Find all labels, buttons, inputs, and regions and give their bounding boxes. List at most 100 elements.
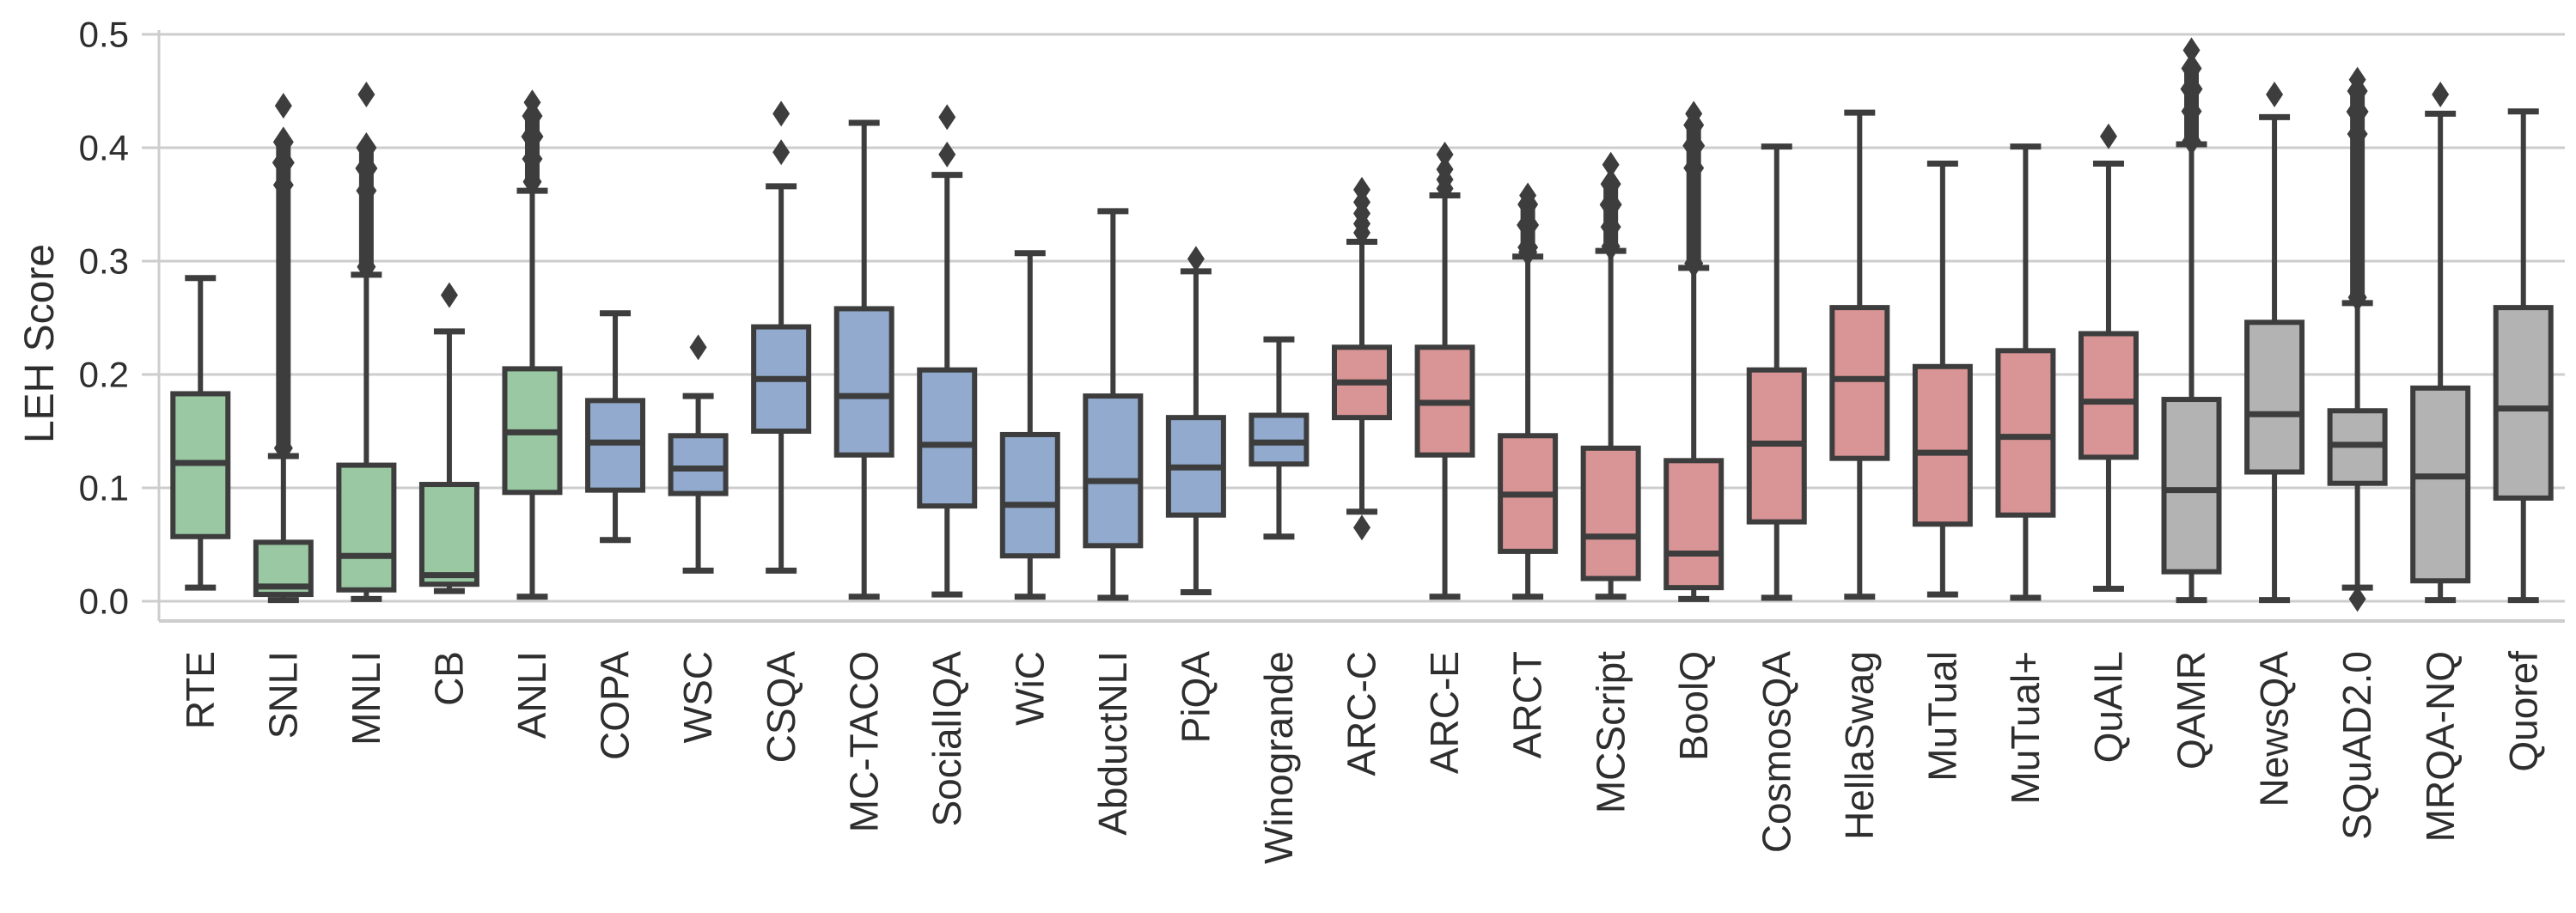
box-SocialIQA — [917, 104, 978, 598]
dense-outlier-bottom-taper — [357, 252, 376, 282]
box-SNLI — [253, 93, 314, 604]
dense-outlier-bottom-taper — [1518, 237, 1538, 267]
outlier-0 — [523, 89, 541, 116]
dense-outlier-bottom-taper — [1684, 248, 1704, 278]
box-QuAIL — [2078, 123, 2139, 592]
xtick-label-HellaSwag: HellaSwag — [1837, 651, 1882, 840]
dense-outlier-top2 — [2180, 72, 2203, 106]
ytick-label-0.5: 0.5 — [79, 15, 129, 55]
outlier-0 — [274, 93, 292, 119]
dense-outlier-top3 — [1683, 153, 1705, 183]
outlier-2 — [1436, 156, 1454, 183]
iqr-box — [917, 367, 978, 509]
xtick-label-NewsQA: NewsQA — [2252, 651, 2297, 807]
box-NewsQA — [2244, 81, 2305, 604]
xtick-label-MNLI: MNLI — [344, 651, 388, 746]
xtick-label-Winogrande: Winogrande — [1256, 651, 1301, 864]
dense-outlier-top3 — [2181, 96, 2202, 126]
box-MC-TACO — [833, 119, 894, 600]
dense-outlier-top2 — [1599, 188, 1622, 222]
box-Winogrande — [1248, 336, 1309, 540]
dense-outlier-bottom-taper — [2347, 283, 2367, 313]
dense-outlier-top2 — [521, 120, 544, 154]
dense-outlier-top — [1600, 168, 1621, 200]
dense-outlier-top3 — [522, 144, 543, 174]
outlier-0 — [772, 139, 791, 166]
xtick-label-WSC: WSC — [675, 651, 720, 743]
iqr-box — [1829, 305, 1890, 461]
xtick-label-ARC-C: ARC-C — [1340, 651, 1384, 776]
iqr-box — [1995, 348, 2056, 518]
xtick-label-CosmosQA: CosmosQA — [1754, 651, 1798, 853]
xtick-label-QAMR: QAMR — [2169, 651, 2213, 770]
dense-outlier-bottom-taper — [2182, 126, 2201, 156]
dense-outlier-bottom-taper — [522, 167, 542, 197]
box-MuTual+ — [1995, 143, 2056, 601]
ytick-label-0.1: 0.1 — [79, 468, 129, 508]
dense-outlier-bottom-taper — [1601, 231, 1621, 261]
xtick-label-ANLI: ANLI — [510, 651, 554, 739]
box-COPA — [585, 310, 646, 544]
iqr-box — [2410, 385, 2471, 584]
iqr-box — [2493, 305, 2554, 501]
outlier-4 — [1353, 176, 1370, 203]
dense-outlier-top2 — [272, 146, 295, 180]
box-SQuAD2.0 — [2327, 66, 2388, 612]
xtick-label-COPA: COPA — [593, 651, 638, 760]
outlier-0 — [2182, 37, 2201, 64]
xtick-label-SNLI: SNLI — [260, 651, 305, 739]
iqr-box — [1912, 363, 1973, 527]
outlier-0 — [2266, 81, 2284, 107]
ytick-label-0.3: 0.3 — [79, 241, 129, 282]
xtick-label-WiC: WiC — [1007, 651, 1052, 726]
box-RTE — [170, 275, 231, 591]
box-MCScript — [1580, 151, 1641, 600]
ytick-label-0.2: 0.2 — [79, 355, 129, 395]
outlier-1 — [2348, 586, 2366, 612]
dense-outlier-top — [272, 126, 294, 158]
outlier-1 — [938, 104, 956, 131]
ytick-label-0.0: 0.0 — [79, 581, 129, 622]
xtick-label-MRQA-NQ: MRQA-NQ — [2418, 651, 2463, 842]
outlier-0 — [2432, 81, 2450, 107]
box-MuTual — [1912, 160, 1973, 598]
box-ANLI — [502, 89, 563, 600]
dense-outlier-bottom-taper — [273, 433, 293, 463]
iqr-box — [1580, 445, 1641, 581]
outlier-0 — [1187, 246, 1205, 272]
xtick-label-MuTual: MuTual — [1920, 651, 1965, 782]
xtick-label-AbductNLI: AbductNLI — [1090, 651, 1135, 836]
box-PiQA — [1165, 246, 1226, 595]
xtick-label-SQuAD2.0: SQuAD2.0 — [2335, 651, 2379, 840]
dense-outlier-top3 — [272, 170, 294, 200]
xtick-label-Quoref: Quoref — [2500, 651, 2545, 772]
outlier-0 — [1519, 182, 1537, 209]
box-BoolQ — [1663, 100, 1724, 602]
iqr-box — [1663, 458, 1724, 591]
iqr-box — [2078, 331, 2139, 460]
dense-outlier-top2 — [1517, 209, 1540, 241]
box-AbductNLI — [1083, 208, 1144, 601]
box-Quoref — [2493, 108, 2554, 604]
box-ARC-E — [1414, 141, 1475, 600]
dense-outlier-top — [356, 132, 377, 163]
outlier-0 — [2099, 123, 2117, 149]
box-WSC — [668, 334, 729, 574]
iqr-box — [2161, 397, 2222, 575]
dense-outlier-top3 — [2347, 119, 2368, 149]
box-QAMR — [2161, 37, 2222, 604]
iqr-box — [999, 431, 1060, 559]
dense-outlier-top — [2181, 52, 2202, 84]
xtick-label-SocialIQA: SocialIQA — [925, 651, 969, 827]
box-CosmosQA — [1746, 143, 1807, 601]
ytick-label-0.4: 0.4 — [79, 128, 129, 168]
outlier-0 — [2348, 66, 2366, 93]
dense-outlier-top3 — [1600, 212, 1621, 242]
xtick-label-CB: CB — [427, 651, 472, 706]
dense-outlier-top2 — [355, 152, 378, 185]
outlier-1 — [772, 100, 791, 127]
xtick-label-CSQA: CSQA — [759, 651, 803, 764]
outlier-0 — [357, 81, 375, 107]
iqr-box — [1083, 393, 1144, 549]
